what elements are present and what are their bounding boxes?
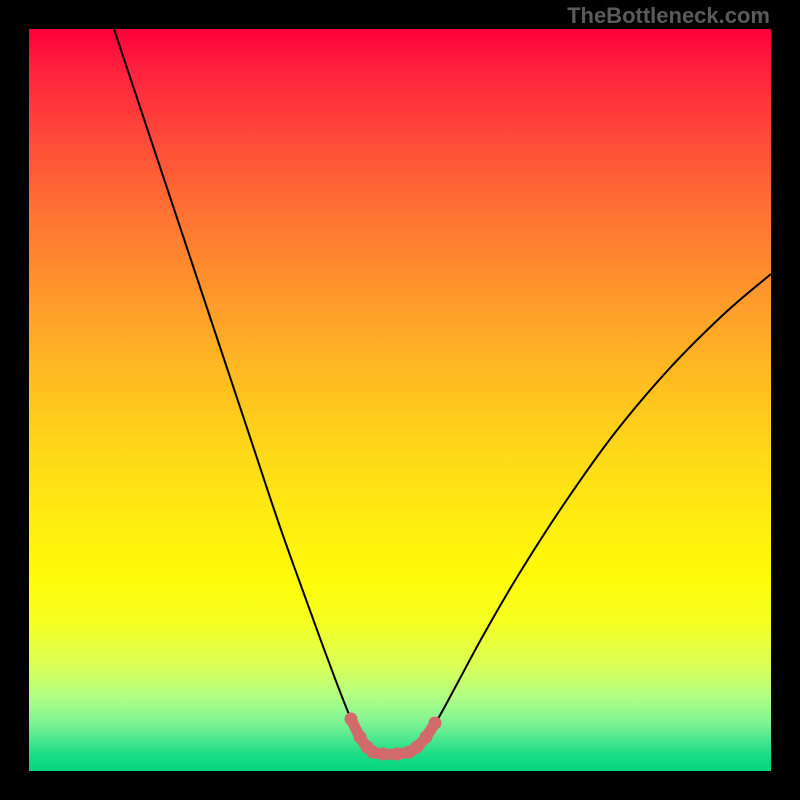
optimal-range-markers (345, 713, 442, 761)
optimal-range-dot (411, 741, 424, 754)
optimal-range-dot (391, 748, 404, 761)
optimal-range-dot (429, 717, 442, 730)
curve-layer (29, 29, 771, 771)
optimal-range-dot (377, 748, 390, 761)
canvas: TheBottleneck.com (0, 0, 800, 800)
watermark-text: TheBottleneck.com (567, 3, 770, 29)
bottleneck-curve (114, 29, 771, 754)
optimal-range-dot (420, 731, 433, 744)
plot-area (29, 29, 771, 771)
optimal-range-dot (345, 713, 358, 726)
